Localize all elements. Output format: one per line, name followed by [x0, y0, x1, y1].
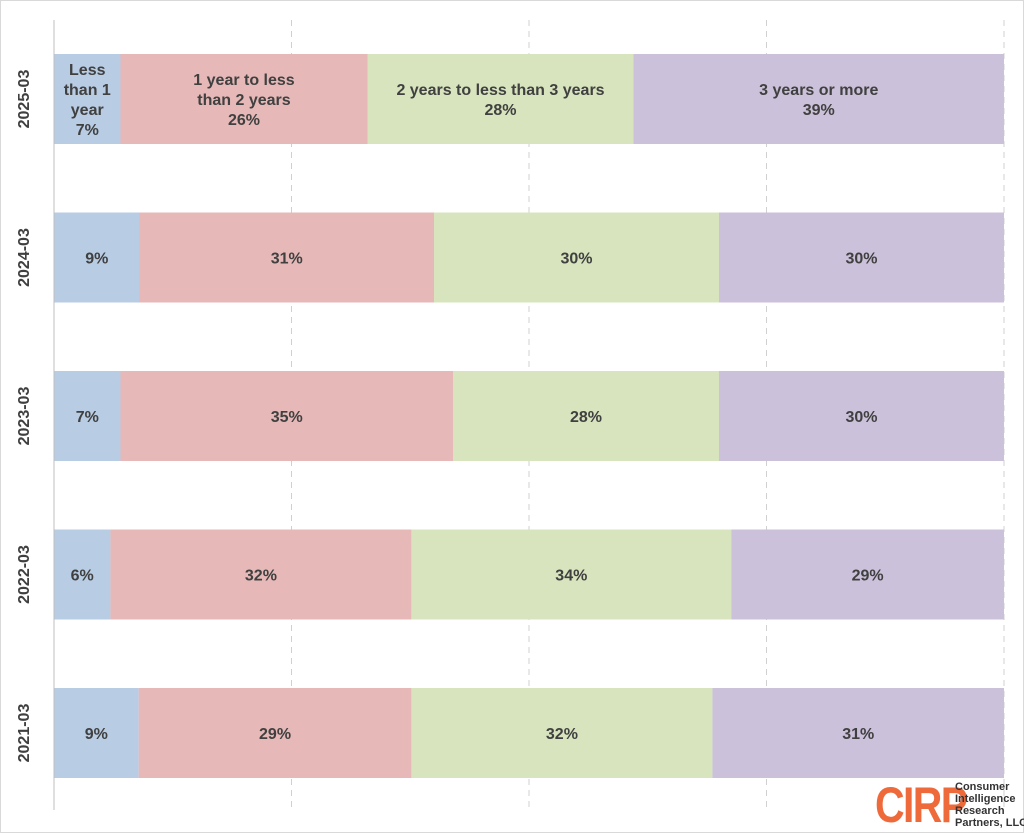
- bar-segment: [712, 688, 1004, 778]
- data-label: 30%: [845, 251, 877, 268]
- category-label: 2021-03: [16, 704, 33, 763]
- logo-line-1: Consumer: [955, 781, 1010, 793]
- category-label: 2023-03: [16, 387, 33, 446]
- data-label: 2 years to less than 3 years 28%: [396, 82, 604, 119]
- category-label: 2024-03: [16, 228, 33, 287]
- data-label: 29%: [259, 726, 291, 743]
- logo-line-4: Partners, LLC: [955, 817, 1024, 829]
- bar-segment: [731, 529, 1004, 620]
- data-label: 30%: [845, 409, 877, 426]
- bar-segment: [54, 54, 121, 144]
- bar-segment: [411, 529, 732, 620]
- bar-segment: [633, 54, 1004, 144]
- data-label: 9%: [85, 726, 108, 743]
- bar-segment: [434, 212, 719, 303]
- data-label: 34%: [555, 568, 587, 585]
- cirp-logo: CIRP Consumer Intelligence Research Part…: [875, 777, 1024, 833]
- data-label: 32%: [546, 726, 578, 743]
- bar-segment: [411, 688, 713, 778]
- data-label: 35%: [271, 409, 303, 426]
- data-label: 6%: [71, 568, 94, 585]
- bar-segment: [719, 212, 1004, 303]
- bar-segment: [54, 688, 139, 778]
- data-label: 3 years or more 39%: [759, 82, 878, 119]
- bar-segment: [120, 371, 453, 461]
- bar-segment: [54, 212, 140, 303]
- bar-segment: [120, 54, 368, 144]
- bar-segment: [453, 371, 719, 461]
- bar-segment: [54, 371, 121, 461]
- bar-segment: [719, 371, 1004, 461]
- data-label: 31%: [842, 726, 874, 743]
- data-label: 28%: [570, 409, 602, 426]
- cirp-logo-mark: CIRP: [875, 777, 968, 833]
- data-label: 7%: [76, 409, 99, 426]
- category-label: 2025-03: [16, 70, 33, 129]
- logo-line-3: Research: [955, 805, 1005, 817]
- bar-segment: [139, 212, 434, 303]
- data-labels: Less than 1 year 7% 1 year to less than 2 yea…: [64, 62, 884, 743]
- data-label: 9%: [85, 251, 108, 268]
- data-label: 31%: [271, 251, 303, 268]
- data-label: 32%: [245, 568, 277, 585]
- data-label: Less than 1 year 7%: [64, 62, 111, 139]
- bar-segment: [367, 54, 634, 144]
- category-label: 2022-03: [16, 545, 33, 604]
- bar-segment: [110, 529, 412, 620]
- data-label: 29%: [852, 568, 884, 585]
- bar-segment: [138, 688, 412, 778]
- logo-line-2: Intelligence: [955, 793, 1016, 805]
- data-label: 1 year to less than 2 years 26%: [193, 72, 295, 129]
- bar-segments: [54, 54, 1004, 778]
- bar-segment: [54, 529, 111, 620]
- category-labels: 2025-03 2024-03 2023-03 2022-03 2021-03: [16, 70, 33, 763]
- cirp-logo-text: Consumer Intelligence Research Partners,…: [955, 781, 1024, 829]
- data-label: 30%: [560, 251, 592, 268]
